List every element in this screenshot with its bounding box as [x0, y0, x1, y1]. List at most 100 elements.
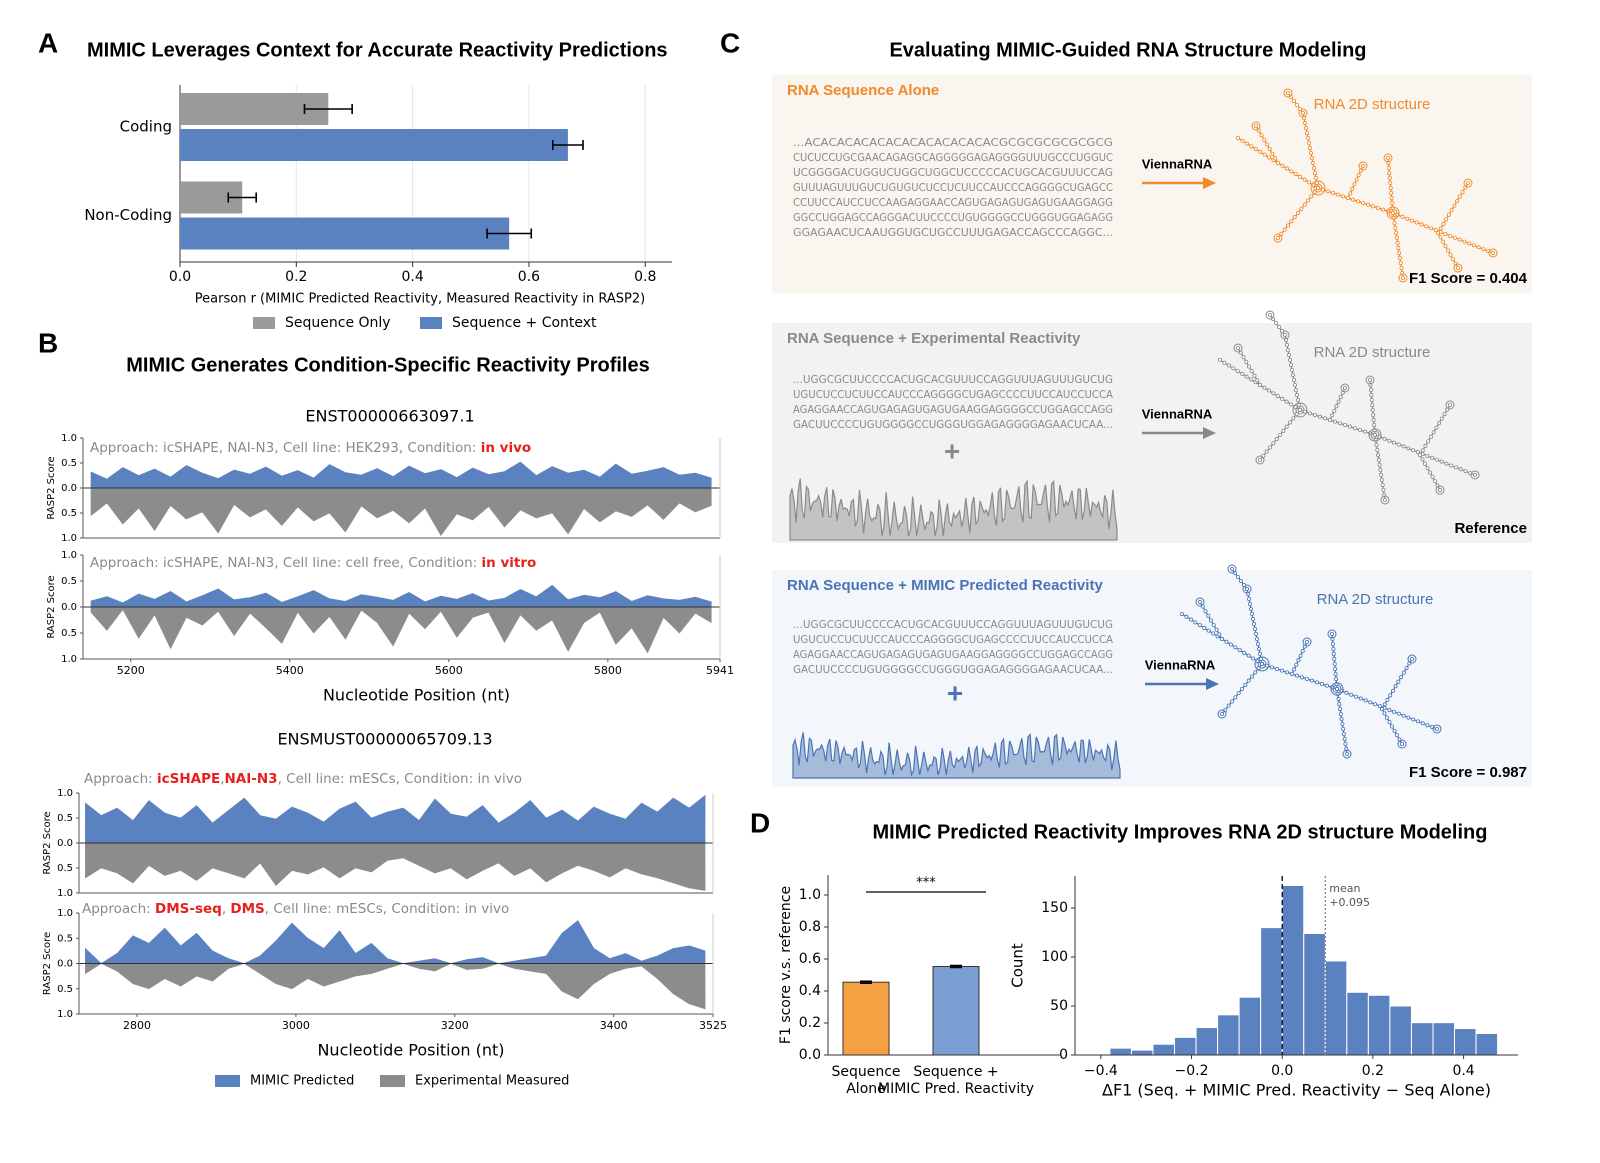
legend-label: Experimental Measured: [415, 1074, 569, 1089]
nucleotide: [1452, 203, 1457, 208]
x-tick-label: 3525: [699, 1019, 727, 1032]
nucleotide: [1332, 657, 1337, 662]
rna-structure: [1218, 310, 1480, 505]
nucleotide: [1433, 479, 1438, 484]
measured-area: [90, 606, 712, 654]
nucleotide: [1390, 200, 1395, 205]
nucleotide: [1312, 165, 1317, 170]
nucleotide: [1358, 427, 1363, 432]
annotation-part: icSHAPE: [157, 771, 220, 787]
legend-label: Sequence Only: [285, 315, 391, 331]
nucleotide: [1387, 175, 1392, 180]
y-tick-label: 0.0: [61, 483, 77, 494]
loop: [1386, 206, 1400, 220]
nucleotide: [1180, 612, 1185, 617]
structure-stem: [1261, 663, 1338, 690]
error-bar: [860, 980, 872, 984]
y-axis-label: RASP2 Score: [46, 456, 57, 519]
nucleotide: [1239, 579, 1244, 584]
y-tick-label: 0.8: [799, 919, 821, 935]
result-label: F1 Score = 0.987: [1409, 764, 1527, 781]
mean-label: mean: [1329, 882, 1360, 895]
loop: [1273, 233, 1283, 243]
nucleotide: [1307, 140, 1312, 145]
nucleotide: [1466, 180, 1471, 185]
nucleotide: [1242, 650, 1247, 655]
nucleotide: [1375, 447, 1380, 452]
nucleotide: [1389, 190, 1394, 195]
nucleotide: [1356, 199, 1361, 204]
nucleotide: [1298, 407, 1303, 412]
rna-structure: [1236, 88, 1498, 283]
sequence-line: ...UGGCGCUUCCCCACUGCACGUUUCCAGGUUUAGUUUG…: [793, 618, 1113, 631]
y-tick-label: 150: [1041, 900, 1068, 916]
nucleotide: [1245, 587, 1250, 592]
nucleotide: [1444, 217, 1449, 222]
nucleotide: [1193, 620, 1198, 625]
sequence-line: CCUUCCAUCCUCCAAGAGGAACCAGUGAGAGUGAGUGAAG…: [793, 196, 1113, 209]
nucleotide: [1341, 727, 1346, 732]
arrow-head: [1206, 678, 1219, 690]
nucleotide: [1457, 237, 1462, 242]
measured-area: [85, 963, 706, 1010]
nucleotide: [1265, 142, 1270, 147]
mean-value-label: +0.095: [1329, 896, 1370, 909]
loop: [1432, 724, 1442, 734]
loop: [1233, 343, 1243, 353]
nucleotide: [1303, 121, 1308, 126]
nucleotide: [1414, 220, 1419, 225]
y-tick-label: 1.0: [57, 888, 73, 899]
nucleotide: [1368, 387, 1373, 392]
nucleotide: [1436, 230, 1441, 235]
nucleotide: [1262, 385, 1267, 390]
x-tick-label: 5400: [276, 664, 304, 677]
nucleotide: [1387, 170, 1392, 175]
nucleotide: [1264, 449, 1269, 454]
nucleotide: [1378, 467, 1383, 472]
nucleotide: [1398, 260, 1403, 265]
histogram-bar: [1346, 991, 1369, 1056]
nucleotide: [1258, 652, 1263, 657]
nucleotide: [1298, 174, 1303, 179]
y-tick-label: 0.5: [61, 576, 77, 587]
loop: [1383, 153, 1393, 163]
nucleotide: [1313, 412, 1318, 417]
annotation: Approach: icSHAPE, NAI-N3, Cell line: HE…: [90, 440, 531, 456]
nucleotide: [1326, 189, 1331, 194]
y-tick-label: 0.5: [61, 628, 77, 639]
nucleotide: [1273, 156, 1278, 161]
loop: [1255, 455, 1265, 465]
nucleotide: [1289, 219, 1294, 224]
loop: [1380, 495, 1390, 505]
nucleotide: [1311, 160, 1316, 165]
structure-stem: [1284, 334, 1301, 411]
nucleotide: [1235, 369, 1240, 374]
nucleotide: [1328, 417, 1333, 422]
y-tick-label: 0: [1059, 1047, 1068, 1063]
nucleotide: [1401, 670, 1406, 675]
sequence-line: ...ACACACACACACACACACACACACGCGCGCGCGCGCG: [793, 136, 1113, 149]
y-tick-label: 1.0: [57, 1009, 73, 1020]
x-tick-label: 0.2: [285, 269, 307, 285]
nucleotide: [1294, 662, 1299, 667]
sequence-line: CUCUCCUGCGAACAGAGGCAGGGGGAGAGGGGUUUGCCCU…: [793, 151, 1113, 164]
loop: [1407, 654, 1417, 664]
nucleotide: [1295, 392, 1300, 397]
arrow-head: [1203, 427, 1216, 439]
nucleotide: [1391, 210, 1396, 215]
histogram-bar: [1174, 1036, 1197, 1056]
measured-area: [90, 487, 712, 537]
nucleotide: [1443, 244, 1448, 249]
nucleotide: [1288, 357, 1293, 362]
x-tick-label: −0.4: [1084, 1063, 1118, 1079]
structure-stem: [1317, 187, 1394, 214]
nucleotide: [1280, 163, 1285, 168]
nucleotide: [1334, 677, 1339, 682]
nucleotide: [1338, 712, 1343, 717]
nucleotide: [1368, 700, 1373, 705]
predicted-area: [90, 584, 712, 608]
nucleotide: [1387, 720, 1392, 725]
x-tick-label: −0.2: [1175, 1063, 1209, 1079]
y-axis-label: RASP2 Score: [42, 932, 53, 995]
nucleotide: [1237, 648, 1242, 653]
